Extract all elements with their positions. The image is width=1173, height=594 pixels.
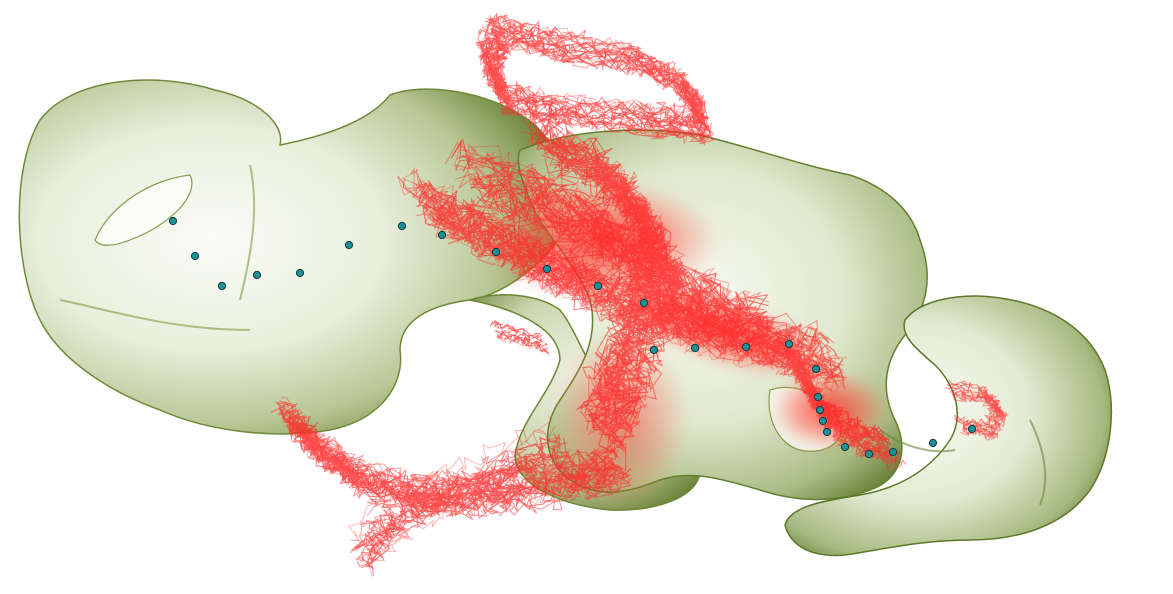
trajectory-line-main-channel: [428, 211, 845, 384]
surface-left-pocket: [94, 174, 193, 246]
pathway-marker: [168, 216, 178, 226]
trajectory-line-vertical: [534, 119, 666, 422]
trajectory-line-tail: [783, 343, 883, 445]
trajectory-line-lower-drop: [357, 442, 568, 558]
trajectory-line-vertical: [552, 157, 684, 446]
pathway-marker: [967, 424, 977, 434]
trajectory-line-lower-drop: [349, 425, 556, 554]
trajectory-line-main-channel: [427, 208, 834, 375]
trajectory-line-top-loop: [475, 14, 699, 118]
pathway-marker: [741, 342, 751, 352]
trajectory-line-right-tip: [946, 383, 1001, 428]
trajectory-line-lower-drop: [352, 433, 560, 551]
trajectory-line-top-loop: [476, 15, 701, 118]
pathway-marker: [252, 270, 262, 280]
pathway-marker: [864, 449, 874, 459]
pathway-marker: [690, 343, 700, 353]
trajectory-line-left-stub: [496, 332, 550, 355]
trajectory-line-right-tip: [949, 387, 1005, 432]
trajectory-line-top-loop: [490, 40, 716, 145]
trajectory-line-main-channel: [397, 175, 830, 352]
trajectory-line-vertical: [524, 101, 654, 415]
trajectory-line-main-channel: [424, 205, 839, 379]
surface-right-crease: [879, 419, 1047, 506]
trajectory-line-lower-drop: [361, 446, 559, 570]
trajectory-line-top-loop: [491, 38, 714, 143]
trajectory-line-tail: [781, 350, 888, 452]
trajectory-line-tail: [794, 364, 898, 465]
trajectory-line-tail: [789, 350, 900, 461]
trajectory-line-upper-fan: [473, 175, 772, 335]
trajectory-line-vertical: [550, 147, 679, 460]
trajectory-line-right-tip: [948, 388, 1004, 436]
trajectory-line-top-loop: [481, 17, 701, 126]
trajectory-line-main-channel: [422, 205, 836, 380]
trajectory-line-lower-drop: [361, 444, 572, 561]
trajectory-line-main-channel: [423, 206, 842, 387]
pathway-marker: [295, 268, 305, 278]
trajectory-line-lower-loop: [282, 410, 619, 502]
pathway-marker: [217, 281, 227, 291]
trajectory-line-top-loop: [483, 26, 707, 133]
trajectory-line-lower-drop: [353, 433, 559, 552]
trajectory-line-main-channel: [429, 196, 836, 371]
trajectory-line-vertical: [531, 130, 668, 431]
trajectory-bundles: [270, 12, 1010, 577]
trajectory-line-top-loop: [480, 20, 704, 128]
trajectory-line-left-stub: [491, 319, 543, 340]
pathway-marker: [822, 427, 832, 437]
surface-right-lobe: [784, 295, 1113, 557]
trajectory-line-right-tip: [953, 395, 1010, 441]
pathway-marker: [784, 339, 794, 349]
pathway-marker: [813, 392, 823, 402]
pathway-marker: [818, 416, 828, 426]
trajectory-line-upper-fan: [491, 189, 793, 368]
pathway-marker: [437, 230, 447, 240]
pathway-marker: [593, 281, 603, 291]
trajectory-line-upper-fan: [470, 178, 769, 338]
surface-left-lobe: [18, 79, 569, 435]
trajectory-line-vertical: [531, 136, 672, 438]
trajectory-line-lower-drop: [368, 450, 570, 577]
trajectory-line-lower-loop: [293, 426, 632, 520]
trajectory-line-main-channel: [427, 218, 848, 379]
pathway-marker: [840, 442, 850, 452]
pathway-marker: [639, 298, 649, 308]
pathway-marker: [888, 447, 898, 457]
trajectory-line-top-loop: [487, 27, 707, 135]
surface-left-ridge: [59, 164, 256, 331]
trajectory-line-lower-loop: [282, 401, 621, 494]
pathway-marker: [344, 240, 354, 250]
trajectory-line-lower-drop: [348, 415, 553, 541]
pathway-marker: [928, 438, 938, 448]
trajectory-line-top-loop: [482, 26, 704, 131]
pathway-marker: [190, 251, 200, 261]
trajectory-line-lower-drop: [367, 459, 577, 577]
trajectory-line-vertical: [558, 163, 682, 471]
trajectory-line-right-tip: [951, 391, 1008, 440]
pathway-marker: [491, 247, 501, 257]
pathway-marker: [811, 364, 821, 374]
pathway-markers: [168, 216, 977, 459]
pathway-marker: [397, 221, 407, 231]
trajectory-lines: [270, 12, 1010, 577]
pathway-marker: [542, 264, 552, 274]
pathway-marker: [815, 405, 825, 415]
pathway-marker: [649, 345, 659, 355]
trajectory-line-main-channel: [433, 217, 846, 390]
